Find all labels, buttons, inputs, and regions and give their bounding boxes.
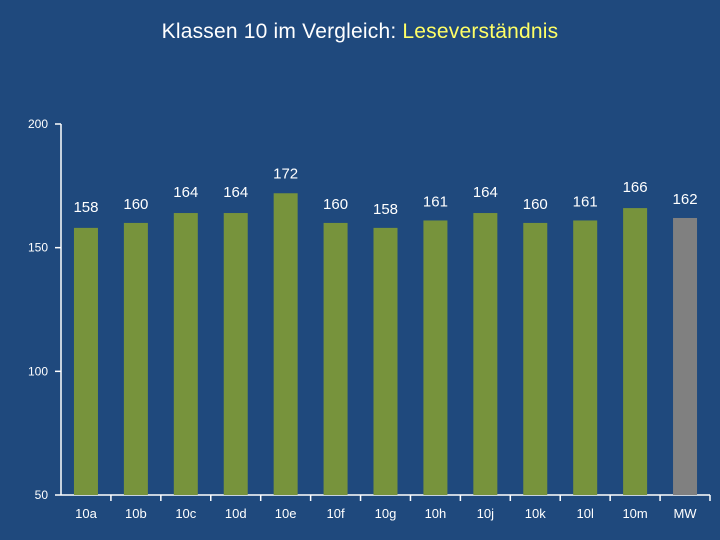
value-label-10d: 164 — [223, 184, 248, 201]
bar-10h — [423, 220, 448, 495]
category-label-10d: 10d — [225, 506, 247, 521]
bar-10a — [73, 227, 98, 495]
bar-10b — [123, 222, 148, 495]
y-tick-label: 200 — [28, 117, 48, 131]
bar-10j — [473, 213, 498, 496]
value-label-10m: 166 — [623, 179, 648, 196]
value-label-10a: 158 — [73, 199, 98, 216]
category-label-MW: MW — [673, 506, 697, 521]
category-label-10h: 10h — [425, 506, 447, 521]
value-label-10k: 160 — [523, 196, 548, 213]
chart-title-prefix: Klassen 10 im Vergleich: — [161, 20, 403, 43]
chart-title: Klassen 10 im Vergleich: Leseverständnis — [0, 20, 720, 44]
category-label-10e: 10e — [275, 506, 297, 521]
category-label-10l: 10l — [577, 506, 594, 521]
bar-MW — [673, 217, 698, 495]
value-label-10j: 164 — [473, 184, 498, 201]
category-label-10k: 10k — [525, 506, 546, 521]
value-label-10g: 158 — [373, 201, 398, 218]
category-label-10a: 10a — [75, 506, 97, 521]
y-tick-label: 100 — [28, 364, 48, 378]
value-label-10e: 172 — [273, 165, 298, 182]
value-label-10c: 164 — [173, 184, 198, 201]
bar-10m — [623, 208, 648, 496]
bar-10k — [523, 222, 548, 495]
category-label-10c: 10c — [175, 506, 196, 521]
bar-10f — [323, 222, 348, 495]
value-label-10l: 161 — [573, 193, 598, 210]
value-label-10b: 160 — [123, 196, 148, 213]
category-label-10f: 10f — [327, 506, 345, 521]
category-label-10g: 10g — [375, 506, 397, 521]
value-label-10h: 161 — [423, 193, 448, 210]
bar-10d — [223, 213, 248, 496]
bar-10g — [373, 227, 398, 495]
chart-title-highlight: Leseverständnis — [402, 20, 559, 43]
value-label-MW: 162 — [673, 191, 698, 208]
category-label-10b: 10b — [125, 506, 147, 521]
y-tick-label: 50 — [35, 488, 49, 502]
bar-10e — [273, 193, 298, 495]
bar-10l — [573, 220, 598, 495]
category-label-10j: 10j — [477, 506, 494, 521]
y-tick-label: 150 — [28, 241, 48, 255]
category-label-10m: 10m — [622, 506, 647, 521]
bar-10c — [173, 213, 198, 496]
value-label-10f: 160 — [323, 196, 348, 213]
